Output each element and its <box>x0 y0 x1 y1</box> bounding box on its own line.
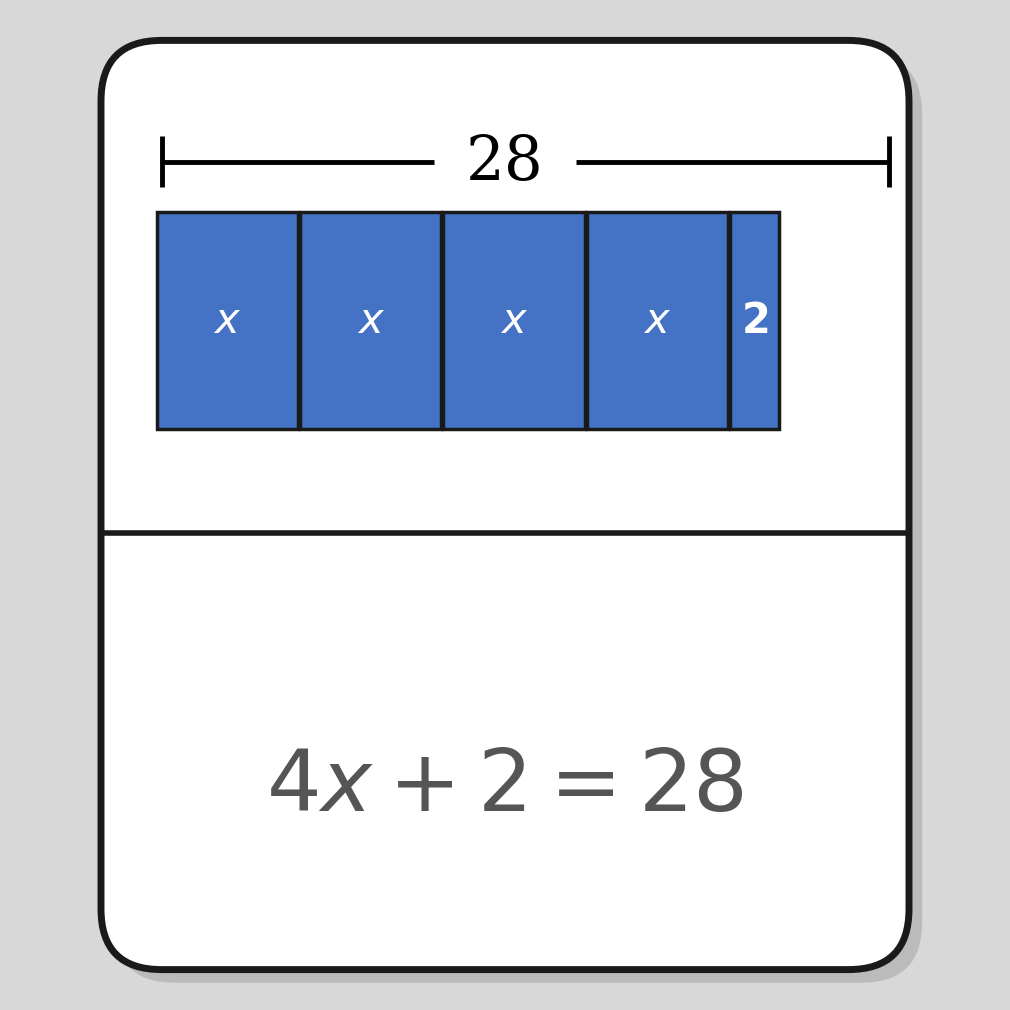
Bar <box>300 212 441 429</box>
FancyBboxPatch shape <box>114 54 922 983</box>
Text: $x$: $x$ <box>357 300 385 341</box>
Bar <box>443 212 585 429</box>
Text: $x$: $x$ <box>643 300 672 341</box>
Bar <box>587 212 728 429</box>
Text: $\mathbf{2}$: $\mathbf{2}$ <box>741 300 768 341</box>
Bar <box>730 212 779 429</box>
Text: 28: 28 <box>467 131 543 192</box>
FancyBboxPatch shape <box>101 40 909 970</box>
Text: $x$: $x$ <box>213 300 241 341</box>
Bar <box>157 212 298 429</box>
Text: $x$: $x$ <box>500 300 528 341</box>
Text: $4x + 2 = 28$: $4x + 2 = 28$ <box>266 746 744 829</box>
